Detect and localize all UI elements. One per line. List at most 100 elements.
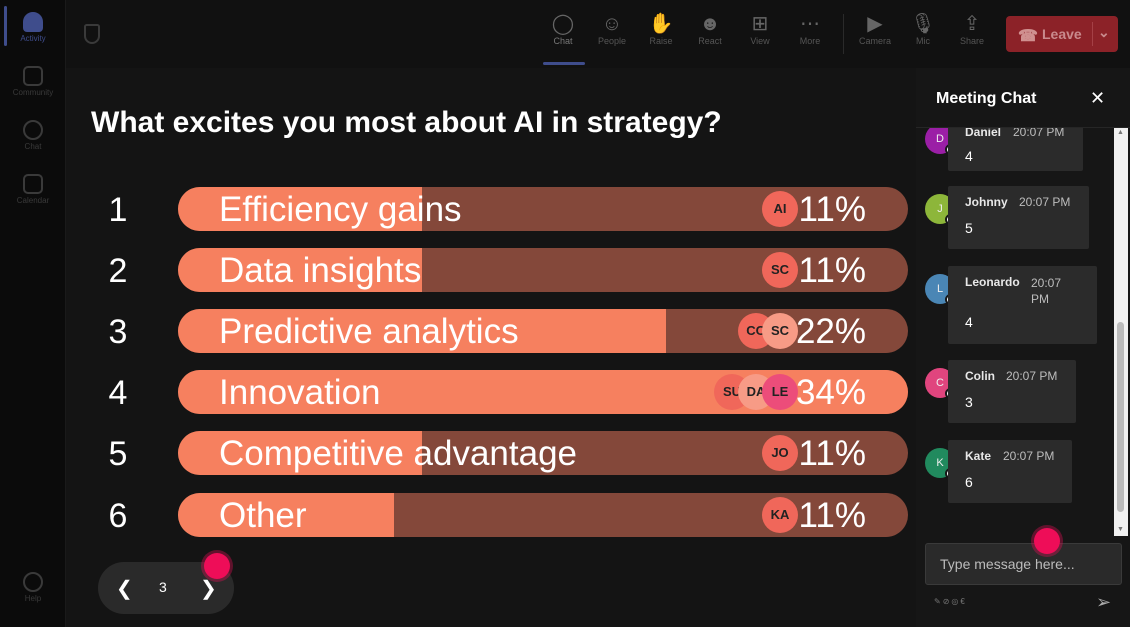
- message-text: 6: [965, 474, 973, 490]
- rail-item-help[interactable]: Help: [0, 572, 66, 603]
- rail-item-label: Chat: [24, 142, 42, 151]
- toolbar-camera-button[interactable]: ▶ Camera: [851, 12, 899, 46]
- community-icon: [23, 66, 43, 86]
- message-author: Daniel: [965, 128, 1002, 139]
- more-icon: ⋯: [800, 13, 820, 35]
- result-bar: Other KA 11%: [178, 493, 908, 537]
- pointer-indicator: [204, 553, 230, 579]
- rail-item-chat[interactable]: Chat: [0, 120, 66, 151]
- chat-message-list: D Daniel 20:07 PM 4 J Johnny 20:07 PM 5 L Leonard…: [916, 128, 1114, 533]
- toolbar-divider: [843, 14, 844, 54]
- option-label: Data insights: [219, 251, 422, 290]
- option-number: 3: [108, 313, 128, 351]
- rail-item-calendar[interactable]: Calendar: [0, 174, 66, 205]
- result-bar-fill: [178, 309, 666, 353]
- voter-avatar: SC: [762, 313, 798, 349]
- option-number: 2: [108, 252, 128, 290]
- chat-title: Meeting Chat: [936, 90, 1037, 107]
- meeting-toolbar: ◯ Chat ☺ People ✋ Raise ☻ React ⊞ View ⋯…: [66, 0, 1130, 68]
- message-author: Johnny: [965, 195, 1008, 209]
- option-number: 1: [108, 191, 128, 229]
- scrollbar-thumb[interactable]: [1117, 322, 1124, 512]
- avatar-initial: J: [937, 203, 943, 215]
- avatar-initial: C: [936, 377, 944, 389]
- result-bar-fill: [178, 493, 395, 537]
- toolbar-chat-button[interactable]: ◯ Chat: [539, 12, 587, 46]
- option-percent: 11%: [798, 251, 866, 290]
- toolbar-button-label: Camera: [858, 36, 891, 46]
- leave-divider: [1092, 22, 1093, 46]
- result-bar: Efficiency gains AI 11%: [178, 187, 908, 231]
- result-bar-fill: [178, 431, 422, 475]
- message-text: 3: [965, 394, 973, 410]
- result-bar-fill: [178, 248, 422, 292]
- help-icon: [23, 572, 43, 592]
- toolbar-button-label: React: [698, 36, 722, 46]
- chevron-left-icon[interactable]: ❮: [116, 578, 133, 600]
- meeting-chat-panel: Meeting Chat ✕ D Daniel 20:07 PM 4 J Johnny 20…: [916, 68, 1130, 627]
- scroll-up-icon[interactable]: ▲: [1117, 129, 1124, 136]
- result-bar: Data insights SC 11%: [178, 248, 908, 292]
- message-time: 20:07 PM: [1006, 369, 1058, 383]
- rail-item-activity[interactable]: Activity: [0, 12, 66, 43]
- close-icon[interactable]: ✕: [1090, 88, 1106, 108]
- option-label: Innovation: [219, 373, 381, 412]
- voter-avatar: SC: [762, 252, 798, 288]
- emoji-icon: ☻: [699, 13, 721, 35]
- voter-avatar: LE: [762, 374, 798, 410]
- voter-avatars: SC: [762, 252, 798, 288]
- poll-option-row: 3 Predictive analytics CO SC 22%: [66, 309, 916, 355]
- leave-button[interactable]: ☎ Leave ⌄: [1006, 16, 1118, 52]
- poll-stage: What excites you most about AI in strate…: [66, 68, 916, 627]
- voter-avatar: AI: [762, 191, 798, 227]
- rail-item-label: Community: [12, 88, 54, 97]
- message-author: Colin: [965, 369, 995, 383]
- toolbar-button-label: Mic: [916, 36, 930, 46]
- voter-avatar: KA: [762, 497, 798, 533]
- chat-message: Kate 20:07 PM 6: [948, 440, 1072, 503]
- poll-option-row: 1 Efficiency gains AI 11%: [66, 187, 916, 233]
- people-icon: ☺: [601, 13, 623, 35]
- toolbar-react-button[interactable]: ☻ React: [686, 12, 734, 46]
- chat-icon: ◯: [551, 13, 575, 35]
- rail-item-community[interactable]: Community: [0, 66, 66, 97]
- scroll-down-icon[interactable]: ▼: [1117, 526, 1124, 533]
- chat-header: Meeting Chat ✕: [916, 68, 1130, 128]
- send-icon[interactable]: ➢: [1096, 592, 1112, 612]
- chat-scrollbar[interactable]: ▲ ▼: [1114, 128, 1128, 536]
- chat-message: Leonardo 20:07 PM 4: [948, 266, 1097, 344]
- toolbar-mic-button[interactable]: 🎙 Mic: [899, 12, 947, 46]
- voter-avatars: CO SC: [738, 313, 798, 349]
- rail-item-label: Help: [24, 594, 42, 603]
- chevron-right-icon[interactable]: ❯: [200, 578, 217, 600]
- toolbar-raise-button[interactable]: ✋ Raise: [637, 12, 685, 46]
- chat-message-input[interactable]: [925, 543, 1122, 585]
- option-percent: 22%: [795, 312, 866, 351]
- mic-icon: 🎙: [910, 13, 936, 35]
- toolbar-view-button[interactable]: ⊞ View: [736, 12, 784, 46]
- option-label: Competitive advantage: [219, 434, 577, 473]
- option-number: 4: [108, 374, 128, 412]
- option-percent: 11%: [798, 190, 866, 229]
- toolbar-people-button[interactable]: ☺ People: [588, 12, 636, 46]
- poll-option-row: 6 Other KA 11%: [66, 493, 916, 539]
- page-number: 3: [159, 579, 167, 595]
- poll-option-row: 5 Competitive advantage JO 11%: [66, 431, 916, 477]
- avatar-initial: L: [936, 283, 944, 295]
- rail-item-label: Activity: [20, 34, 46, 43]
- hand-icon: ✋: [648, 13, 674, 35]
- chevron-down-icon[interactable]: ⌄: [1098, 24, 1110, 40]
- option-number: 6: [108, 497, 128, 535]
- option-percent: 11%: [798, 496, 866, 535]
- toolbar-share-button[interactable]: ⇪ Share: [948, 12, 996, 46]
- app-rail: Activity Community Chat Calendar Help: [0, 0, 66, 627]
- voter-avatars: SU DA LE: [714, 374, 798, 410]
- voter-avatars: JO: [762, 435, 798, 471]
- grid-icon: ⊞: [751, 13, 769, 35]
- toolbar-more-button[interactable]: ⋯ More: [786, 12, 834, 46]
- chat-icon: [23, 120, 43, 140]
- format-tools-icon[interactable]: ✎⊘◎€: [934, 597, 967, 606]
- option-percent: 11%: [798, 434, 866, 473]
- result-bar-fill: [178, 187, 422, 231]
- shield-icon: [84, 24, 100, 44]
